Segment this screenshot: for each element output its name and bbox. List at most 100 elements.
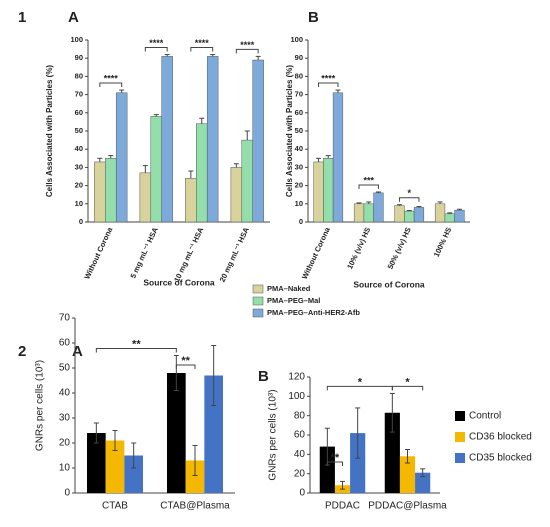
significance-label: **** xyxy=(240,40,255,50)
panel-label: B xyxy=(308,9,319,26)
section-label: 1 xyxy=(18,9,26,26)
legend-swatch xyxy=(455,453,465,463)
error-bar xyxy=(375,191,381,193)
error-bar xyxy=(456,208,462,211)
legend-swatch xyxy=(455,411,465,421)
x-tick-label: 10 mg mL⁻¹ HSA xyxy=(172,225,206,283)
y-tick-label: 50 xyxy=(295,126,303,135)
bar xyxy=(241,139,253,223)
panel-label: A xyxy=(72,343,83,360)
error-bar xyxy=(405,449,410,464)
y-axis-label: GNRs per cells (10³) xyxy=(35,360,46,451)
x-axis-label: Source of Corona xyxy=(143,277,215,287)
bar xyxy=(105,158,117,223)
error-bar xyxy=(356,202,362,204)
bar xyxy=(124,455,143,493)
significance-label: * xyxy=(405,376,410,388)
error-bar xyxy=(389,392,395,433)
bar xyxy=(332,92,344,223)
bar xyxy=(167,373,186,493)
significance-label: ** xyxy=(181,355,190,367)
y-tick-label: 20 xyxy=(59,438,71,449)
significance-bracket xyxy=(318,82,339,88)
y-tick-label: 60 xyxy=(75,108,83,117)
significance-bracket xyxy=(399,197,420,202)
x-tick-label: 5 mg mL⁻¹ HSA xyxy=(128,225,160,279)
error-bar xyxy=(93,422,99,444)
error-bar xyxy=(97,157,103,162)
y-tick-label: 30 xyxy=(59,413,71,424)
bar xyxy=(185,178,197,223)
legend-label: CD36 blocked xyxy=(469,432,532,443)
error-bar xyxy=(112,430,118,451)
error-bar xyxy=(325,155,331,159)
legend-swatch xyxy=(252,296,264,306)
error-bar xyxy=(447,212,453,214)
bar xyxy=(384,412,400,493)
bar xyxy=(454,209,465,223)
y-tick-label: 20 xyxy=(294,468,306,479)
y-tick-label: 90 xyxy=(75,53,83,62)
significance-label: **** xyxy=(321,73,336,83)
significance-label: *** xyxy=(363,175,374,185)
significance-bracket xyxy=(190,47,214,52)
error-bar xyxy=(192,445,198,476)
significance-bracket xyxy=(99,82,123,88)
x-tick-label: 10% (v/v) HS xyxy=(345,226,372,271)
y-tick-label: 20 xyxy=(75,181,83,190)
bar xyxy=(196,123,208,223)
error-bar xyxy=(255,55,261,61)
bar xyxy=(415,472,431,493)
y-tick-label: 40 xyxy=(75,144,83,153)
error-bar xyxy=(210,54,216,57)
error-bar xyxy=(420,468,426,478)
legend-label: PMA–PEG–Anti-HER2-Afb xyxy=(267,308,360,317)
y-axis-label: Cells Associated with Particles (%) xyxy=(45,65,54,198)
bar xyxy=(161,56,173,223)
significance-bracket xyxy=(144,47,168,52)
bar xyxy=(204,375,223,493)
bar xyxy=(150,116,162,223)
y-axis-label: GNRs per cells (10³) xyxy=(268,389,279,480)
significance-label: **** xyxy=(149,38,164,48)
bar xyxy=(394,205,405,223)
significance-bracket xyxy=(391,385,424,391)
y-tick-label: 0 xyxy=(64,488,70,499)
bar xyxy=(413,207,425,223)
x-tick-label: 100% HS xyxy=(432,226,454,259)
significance-label: ** xyxy=(132,338,141,350)
y-tick-label: 40 xyxy=(59,388,71,399)
significance-bracket xyxy=(326,461,343,466)
error-bar xyxy=(211,345,217,406)
y-tick-label: 0 xyxy=(299,217,303,226)
bar xyxy=(373,192,384,223)
y-tick-label: 90 xyxy=(295,53,303,62)
legend-label: CD35 blocked xyxy=(469,453,532,464)
error-bar xyxy=(119,89,125,93)
legend-label: PMA–Naked xyxy=(267,284,311,293)
bar xyxy=(363,203,374,223)
error-bar xyxy=(335,89,341,93)
bar xyxy=(105,440,125,493)
significance-label: ** xyxy=(331,452,340,464)
section-label: 2 xyxy=(18,343,26,360)
error-bar xyxy=(108,155,114,159)
significance-bracket xyxy=(358,184,379,189)
y-tick-label: 0 xyxy=(299,488,305,499)
error-bar xyxy=(142,165,148,173)
significance-bracket xyxy=(175,364,196,369)
bar xyxy=(353,203,365,223)
significance-label: **** xyxy=(104,73,119,83)
bar xyxy=(319,446,335,493)
legend-label: PMA–PEG–Mal xyxy=(267,296,320,305)
x-tick-label: 50% (v/v) HS xyxy=(386,226,413,271)
bar xyxy=(444,213,455,223)
x-tick-label: PDDAC xyxy=(325,501,360,512)
y-tick-label: 80 xyxy=(75,71,83,80)
error-bar xyxy=(355,407,361,459)
y-tick-label: 80 xyxy=(294,410,306,421)
y-tick-label: 100 xyxy=(290,35,303,44)
significance-label: **** xyxy=(195,38,210,48)
panel-label: A xyxy=(68,9,79,26)
